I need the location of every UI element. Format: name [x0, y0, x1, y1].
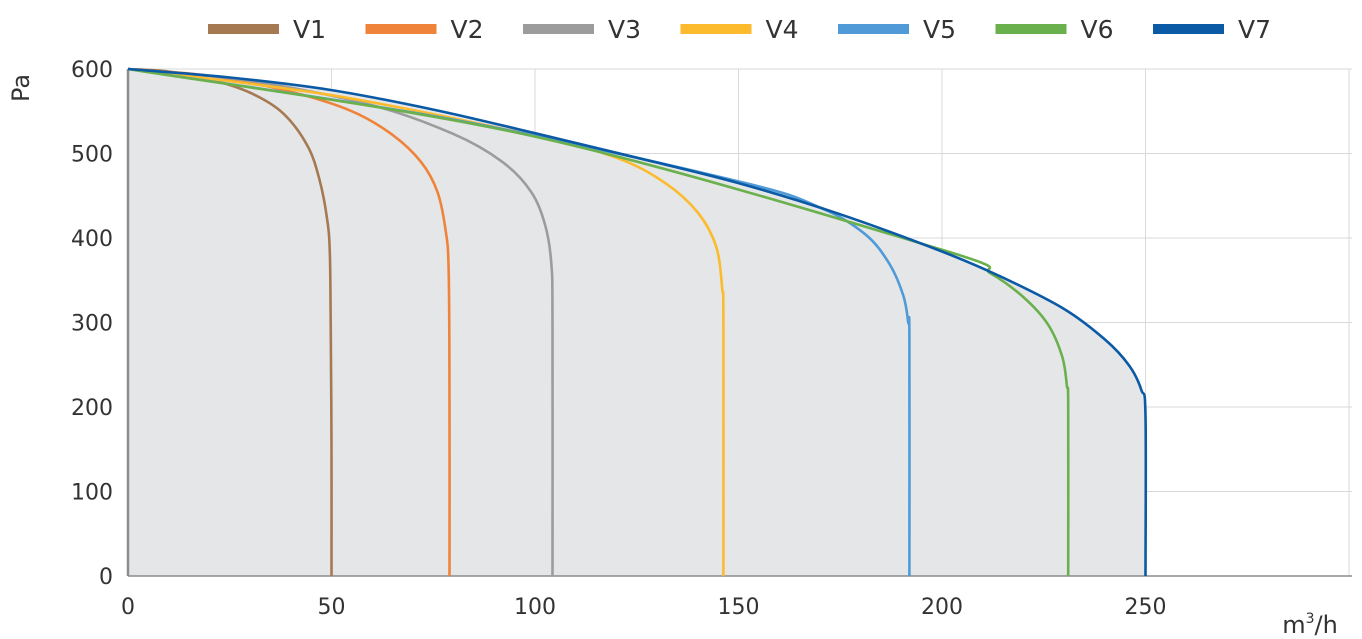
y-tick-label: 600 — [71, 58, 113, 83]
legend-swatch-v6 — [995, 24, 1067, 34]
legend-label-v4: V4 — [766, 15, 799, 44]
x-tick-label: 50 — [318, 595, 346, 620]
legend-swatch-v2 — [365, 24, 437, 34]
tick-labels: 0 100 200 300 400 500 600 0 50 100 150 200 250 — [71, 58, 1167, 620]
series-line-v6 — [127, 67, 1070, 577]
legend-label-v1: V1 — [293, 15, 326, 44]
x-tick-label: 200 — [921, 595, 963, 620]
y-tick-label: 200 — [71, 396, 113, 421]
legend-label-v5: V5 — [923, 15, 956, 44]
y-axis-title: Pa — [7, 74, 35, 102]
operating-area-fill — [128, 69, 1146, 576]
legend-swatch-v3 — [523, 24, 594, 34]
y-tick-label: 400 — [71, 227, 113, 252]
x-tick-label: 150 — [718, 595, 760, 620]
y-tick-label: 100 — [71, 481, 113, 506]
legend-swatch-v1 — [208, 24, 279, 34]
legend-label-v6: V6 — [1081, 15, 1114, 44]
series-line-v7 — [127, 67, 1148, 577]
series-line-v3 — [127, 67, 554, 577]
legend-label-v2: V2 — [451, 15, 484, 44]
y-tick-label: 500 — [71, 143, 113, 168]
x-axis-title: m3/h — [1282, 611, 1338, 639]
legend-swatch-v7 — [1153, 24, 1224, 34]
legend-swatch-v5 — [838, 24, 909, 34]
legend: V1 V2 V3 V4 V5 V6 V7 — [208, 15, 1271, 44]
y-tick-label: 300 — [71, 312, 113, 337]
legend-label-v7: V7 — [1238, 15, 1271, 44]
series-line-v4 — [127, 67, 725, 577]
legend-swatch-v4 — [680, 24, 752, 34]
operating-area — [128, 69, 1146, 576]
x-tick-label: 250 — [1125, 595, 1167, 620]
x-tick-label: 100 — [514, 595, 556, 620]
series-lines — [127, 67, 1148, 577]
x-tick-label: 0 — [121, 595, 135, 620]
y-tick-label: 0 — [99, 565, 113, 590]
legend-label-v3: V3 — [608, 15, 641, 44]
